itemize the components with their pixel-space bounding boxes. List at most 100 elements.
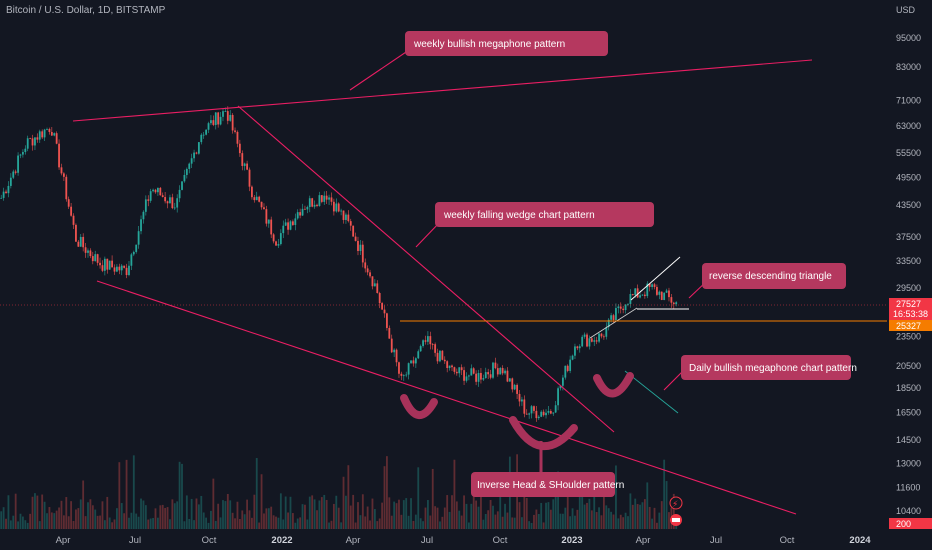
- lightning-icon[interactable]: [669, 496, 683, 510]
- callout-daily-megaphone-text: Daily bullish megaphone chart pattern: [689, 363, 857, 374]
- candle-body: [482, 378, 485, 380]
- megaphone-upper-trendline[interactable]: [72, 59, 813, 122]
- volume-bar: [412, 520, 415, 529]
- volume-bar: [482, 519, 485, 529]
- candle-body: [161, 195, 164, 198]
- candle-body: [506, 370, 509, 382]
- volume-bar: [53, 513, 56, 529]
- volume-bar: [125, 459, 128, 529]
- candle-body: [533, 406, 535, 411]
- callout-megaphone-text: weekly bullish megaphone pattern: [413, 39, 565, 50]
- volume-bar: [566, 495, 569, 529]
- daily-megaphone-lower[interactable]: [624, 370, 679, 414]
- volume-bar: [142, 500, 145, 529]
- volume-bar: [496, 511, 499, 529]
- volume-bar: [241, 510, 244, 529]
- candle-body: [629, 294, 632, 304]
- volume-bar: [371, 498, 374, 529]
- callout-daily-megaphone[interactable]: Daily bullish megaphone chart pattern: [681, 355, 857, 380]
- candle-body: [234, 130, 236, 132]
- candle-body: [523, 399, 526, 414]
- candle-body: [128, 265, 130, 276]
- candle-body: [484, 372, 487, 379]
- candle-body: [446, 361, 449, 369]
- candle-body: [58, 143, 60, 168]
- candle-body: [419, 346, 422, 352]
- volume-bar: [89, 499, 92, 529]
- candle-body: [50, 131, 53, 136]
- callout-wedge[interactable]: weekly falling wedge chart pattern: [435, 202, 654, 227]
- volume-bar: [106, 496, 109, 529]
- candle-body: [390, 338, 393, 353]
- candle-body: [624, 304, 627, 311]
- volume-bar: [554, 482, 557, 529]
- candle-body: [525, 413, 528, 415]
- candle-body: [335, 203, 338, 212]
- volume-bar: [506, 512, 509, 529]
- volume-bar: [511, 517, 514, 529]
- volume-bar: [504, 503, 506, 529]
- candle-body: [173, 207, 176, 209]
- candle-body: [24, 148, 27, 153]
- volume-bar: [130, 512, 133, 529]
- candle-body: [574, 346, 576, 356]
- volume-bar: [414, 514, 417, 529]
- candle-body: [569, 359, 572, 371]
- volume-bar: [140, 498, 142, 529]
- candle-body: [53, 133, 56, 136]
- candle-body: [600, 333, 603, 337]
- volume-value: 200: [896, 519, 911, 529]
- candle-body: [453, 367, 456, 372]
- volume-bar: [24, 520, 27, 529]
- volume-bar: [489, 499, 492, 529]
- triangle-upper-line[interactable]: [630, 256, 681, 301]
- candle-body: [91, 256, 94, 262]
- volume-bar: [248, 510, 251, 529]
- candle-body: [634, 288, 637, 295]
- left-shoulder-arc[interactable]: [400, 394, 438, 419]
- wedge-upper-trendline[interactable]: [237, 105, 615, 433]
- candle-body: [610, 315, 613, 320]
- candle-body: [561, 377, 564, 386]
- candle-body: [376, 283, 379, 294]
- candle-body: [554, 405, 557, 413]
- volume-bar: [357, 502, 359, 529]
- volume-bar: [622, 517, 625, 529]
- candle-body: [504, 370, 506, 374]
- candle-body: [422, 340, 424, 347]
- candle-body: [229, 114, 232, 121]
- callout-inverse-hs[interactable]: Inverse Head & SHoulder pattern: [471, 472, 624, 497]
- volume-bar: [352, 494, 355, 529]
- callout-megaphone[interactable]: weekly bullish megaphone pattern: [405, 31, 608, 56]
- candle-body: [43, 129, 46, 138]
- candle-body: [660, 291, 663, 300]
- volume-bar: [62, 515, 65, 529]
- candle-body: [217, 112, 220, 125]
- candle-body: [386, 313, 388, 328]
- candle-body: [383, 309, 386, 314]
- candle-body: [576, 346, 579, 349]
- megaphone-lower-trendline[interactable]: [96, 280, 797, 515]
- callout-triangle[interactable]: reverse descending triangle: [702, 263, 846, 289]
- candle-body: [439, 350, 441, 362]
- volume-bar: [190, 498, 193, 529]
- time-axis[interactable]: Apr Jul Oct 2022 Apr Jul Oct 2023 Apr Jul Oct 2024: [56, 535, 872, 546]
- candle-body: [665, 290, 668, 293]
- volume-bar: [590, 510, 593, 529]
- price-tick-label: 18500: [896, 383, 921, 393]
- time-tick-label: Jul: [710, 535, 722, 546]
- candle-body: [265, 209, 268, 224]
- volume-bar: [376, 521, 379, 529]
- candle-body: [103, 258, 106, 271]
- candle-body: [361, 244, 364, 263]
- volume-bar: [477, 506, 480, 529]
- candle-body: [36, 137, 39, 140]
- volume-bar: [332, 503, 335, 529]
- price-axis[interactable]: USD 95000 83000 71000 63000 55500 49500 43500 3…: [889, 5, 932, 529]
- candle-body: [460, 367, 463, 371]
- candle-body: [111, 260, 114, 268]
- right-shoulder-arc[interactable]: [593, 372, 634, 398]
- callout-pointer-megaphone: [349, 47, 413, 91]
- daily-megaphone-upper[interactable]: [589, 307, 638, 339]
